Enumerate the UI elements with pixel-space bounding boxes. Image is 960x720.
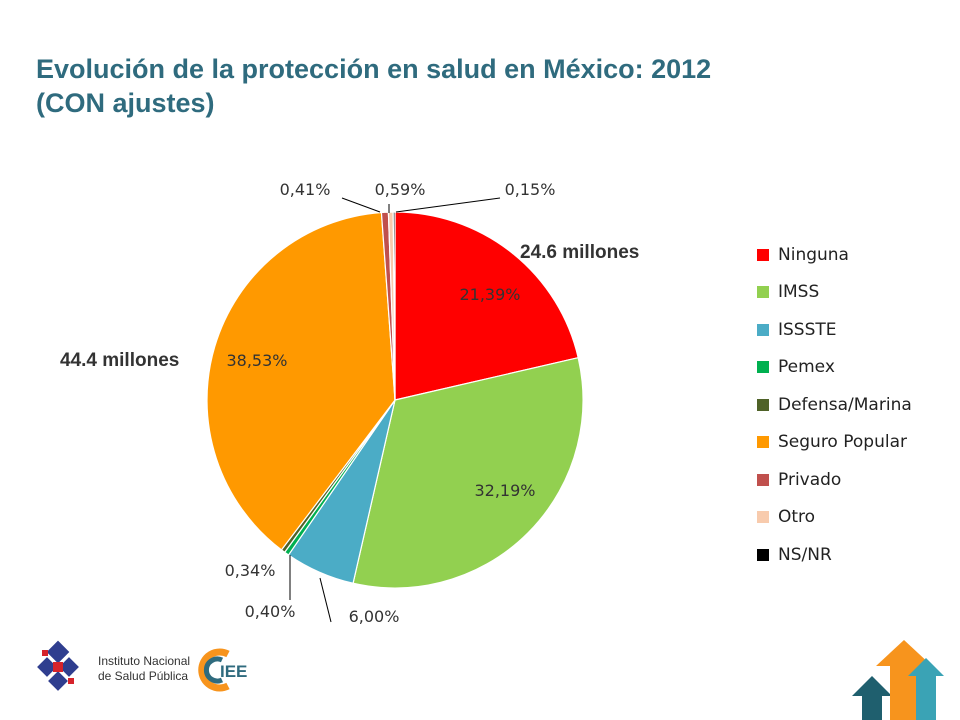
data-label: 0,59% — [375, 180, 426, 199]
arrow-up-dark-icon — [852, 676, 892, 720]
data-label: 32,19% — [474, 481, 535, 500]
legend-swatch — [757, 361, 769, 374]
data-label: 0,15% — [505, 180, 556, 199]
pie-slice-imss — [352, 357, 584, 589]
pie-slice-seguro-popular — [206, 211, 396, 551]
title-line-1: Evolución de la protección en salud en M… — [36, 54, 712, 84]
annotation: 24.6 millones — [520, 242, 639, 263]
insp-emblem-icon — [37, 640, 79, 691]
arrows-logo — [852, 640, 944, 720]
legend-swatch — [757, 248, 769, 261]
data-label: 38,53% — [226, 351, 287, 370]
legend-swatch — [757, 436, 769, 449]
legend-item: Seguro Popular — [757, 424, 957, 462]
legend-label: Pemex — [778, 357, 835, 378]
annotation: 44.4 millones — [60, 350, 179, 371]
legend-swatch — [757, 398, 769, 411]
data-label: 6,00% — [349, 607, 400, 626]
arrow-up-teal-icon — [908, 658, 944, 720]
legend-item: Ninguna — [757, 236, 957, 274]
legend-swatch — [757, 548, 769, 561]
legend-item: NS/NR — [757, 536, 957, 574]
legend-swatch — [757, 286, 769, 299]
legend-label: NS/NR — [778, 544, 832, 565]
leader-line — [395, 197, 501, 213]
page-title: Evolución de la protección en salud en M… — [36, 52, 916, 120]
ciee-logo: IEE — [198, 648, 247, 692]
chart-legend: Ninguna IMSS ISSSTE Pemex Defensa/Marina Segu… — [757, 236, 957, 574]
ciee-text: IEE — [220, 662, 247, 681]
legend-label: Ninguna — [778, 244, 849, 265]
data-label: 0,34% — [225, 561, 276, 580]
legend-item: ISSSTE — [757, 311, 957, 349]
pie-slice-ninguna — [394, 211, 579, 401]
legend-item: Defensa/Marina — [757, 386, 957, 424]
legend-swatch — [757, 473, 769, 486]
legend-label: IMSS — [778, 282, 820, 303]
insp-name-line-1: Instituto Nacional — [98, 654, 190, 668]
legend-item: IMSS — [757, 274, 957, 312]
legend-swatch — [757, 323, 769, 336]
insp-logo: Instituto Nacional de Salud Pública IEE — [37, 640, 247, 692]
legend-item: Otro — [757, 499, 957, 537]
legend-item: Privado — [757, 461, 957, 499]
data-label: 0,40% — [245, 602, 296, 621]
title-line-2: (CON ajustes) — [36, 88, 215, 118]
legend-swatch — [757, 511, 769, 524]
legend-label: Seguro Popular — [778, 432, 907, 453]
legend-label: ISSSTE — [778, 319, 837, 340]
data-label: 0,41% — [280, 180, 331, 199]
legend-item: Pemex — [757, 349, 957, 387]
legend-label: Defensa/Marina — [778, 394, 912, 415]
data-label: 21,39% — [459, 285, 520, 304]
legend-label: Privado — [778, 469, 842, 490]
leader-line — [341, 197, 381, 213]
pie-slice-ns-nr — [392, 211, 396, 401]
insp-name-line-2: de Salud Pública — [98, 669, 188, 683]
legend-label: Otro — [778, 507, 816, 528]
leader-line — [319, 577, 332, 623]
